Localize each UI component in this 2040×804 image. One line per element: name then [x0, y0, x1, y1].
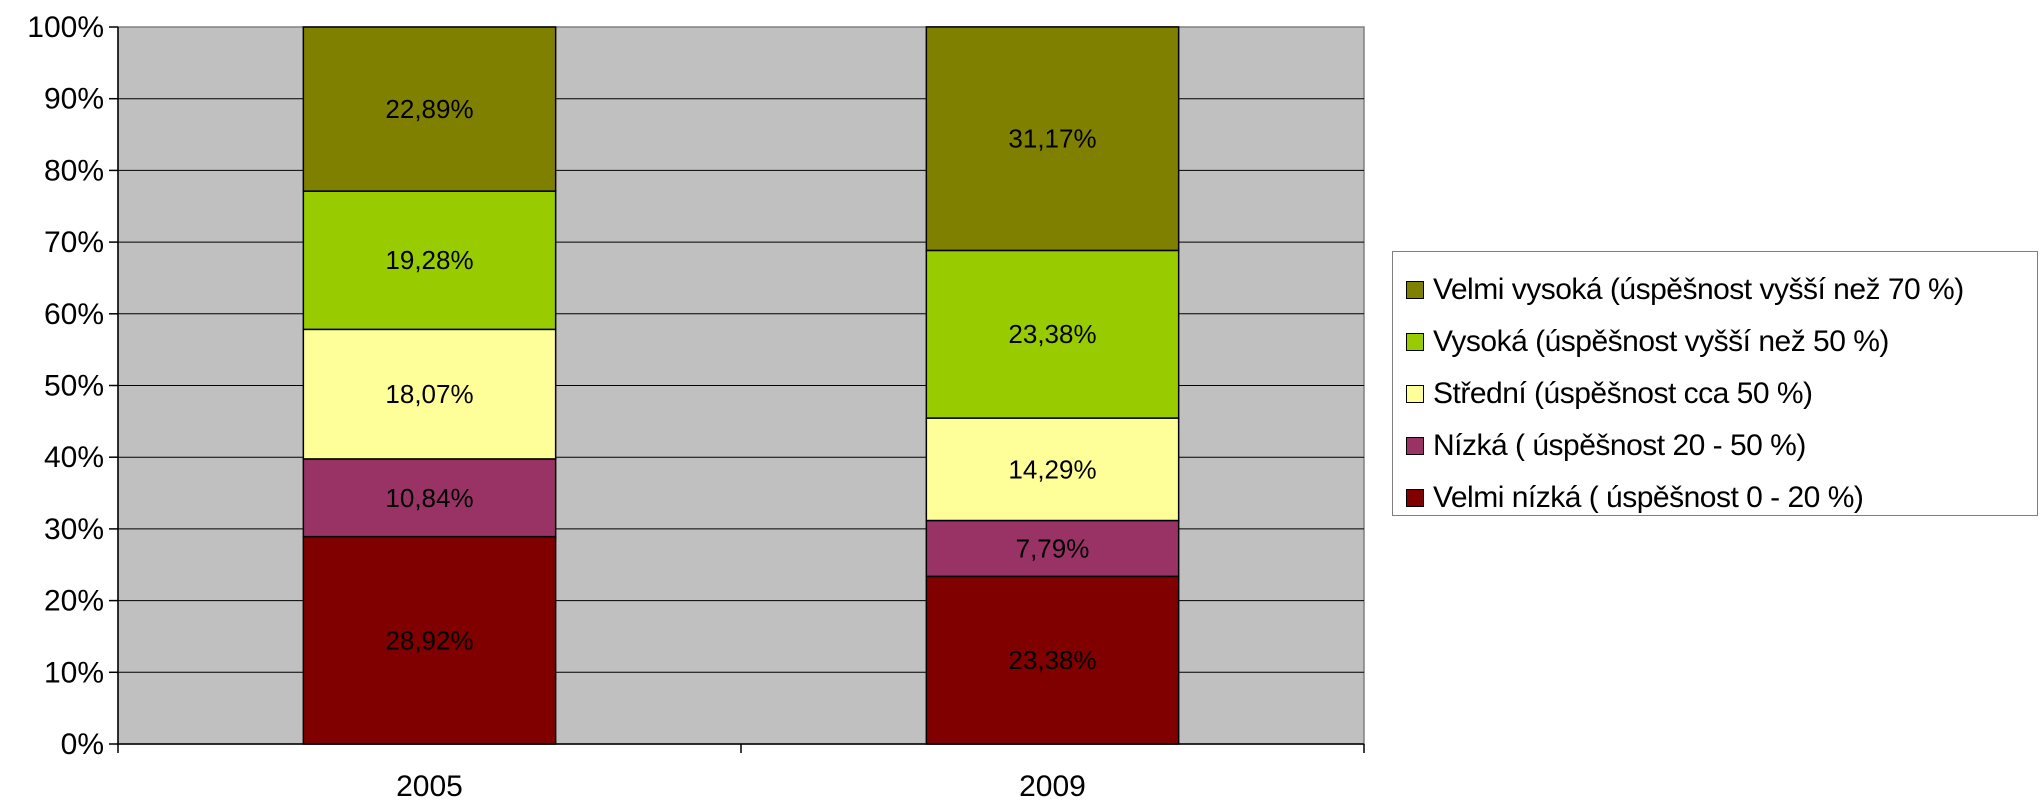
legend-item: Střední (úspěšnost cca 50 %)	[1393, 368, 2037, 420]
legend-label: Velmi nízká ( úspěšnost 0 - 20 %)	[1433, 481, 1864, 514]
data-label: 23,38%	[1008, 319, 1096, 349]
y-tick-label: 30%	[44, 513, 104, 546]
data-label: 28,92%	[385, 625, 473, 655]
y-tick-label: 0%	[61, 728, 104, 761]
legend-swatch	[1406, 281, 1424, 299]
x-tick-label: 2005	[396, 770, 463, 803]
data-label: 7,79%	[1016, 533, 1090, 563]
legend-item: Velmi nízká ( úspěšnost 0 - 20 %)	[1393, 472, 2037, 524]
legend-item: Velmi vysoká (úspěšnost vyšší než 70 %)	[1393, 264, 2037, 316]
legend-label: Velmi vysoká (úspěšnost vyšší než 70 %)	[1433, 273, 1964, 306]
legend-label: Nízká ( úspěšnost 20 - 50 %)	[1433, 429, 1806, 462]
y-tick-label: 90%	[44, 83, 104, 116]
y-tick-label: 20%	[44, 585, 104, 618]
legend-label: Střední (úspěšnost cca 50 %)	[1433, 377, 1813, 410]
legend-swatch	[1406, 437, 1424, 455]
bars: 28,92% 10,84% 18,07% 19,28% 22,89% 23,38% 7,79…	[302, 26, 1180, 745]
bar-segment	[925, 417, 1180, 522]
data-label: 22,89%	[385, 94, 473, 124]
data-label: 14,29%	[1008, 454, 1096, 484]
bar-segment	[302, 328, 557, 460]
legend-swatch	[1406, 489, 1424, 507]
bar-segment	[925, 26, 1180, 252]
x-tick-label: 2009	[1019, 770, 1086, 803]
legend-label: Vysoká (úspěšnost vyšší než 50 %)	[1433, 325, 1889, 358]
data-label: 10,84%	[385, 483, 473, 513]
data-label: 19,28%	[385, 245, 473, 275]
y-tick-label: 50%	[44, 370, 104, 403]
legend-swatch	[1406, 385, 1424, 403]
y-tick-label: 40%	[44, 441, 104, 474]
axes: 0% 10% 20% 30% 40% 50% 60% 70% 80% 90% 100% 2005 200…	[27, 11, 1365, 803]
y-tick-label: 60%	[44, 298, 104, 331]
bar-segment	[302, 26, 557, 192]
y-tick-label: 100%	[27, 11, 104, 44]
data-label: 23,38%	[1008, 645, 1096, 675]
y-tick-label: 70%	[44, 226, 104, 259]
legend-item: Nízká ( úspěšnost 20 - 50 %)	[1393, 420, 2037, 472]
bar-segment	[925, 249, 1180, 419]
bar-segment	[925, 519, 1180, 578]
bar-segment	[302, 190, 557, 331]
legend-swatch	[1406, 333, 1424, 351]
bar-segment	[925, 575, 1180, 745]
data-label: 31,17%	[1008, 124, 1096, 154]
legend: Velmi vysoká (úspěšnost vyšší než 70 %) V…	[1392, 251, 2038, 516]
data-label: 18,07%	[385, 379, 473, 409]
y-tick-label: 80%	[44, 154, 104, 187]
legend-item: Vysoká (úspěšnost vyšší než 50 %)	[1393, 316, 2037, 368]
y-tick-label: 10%	[44, 656, 104, 689]
